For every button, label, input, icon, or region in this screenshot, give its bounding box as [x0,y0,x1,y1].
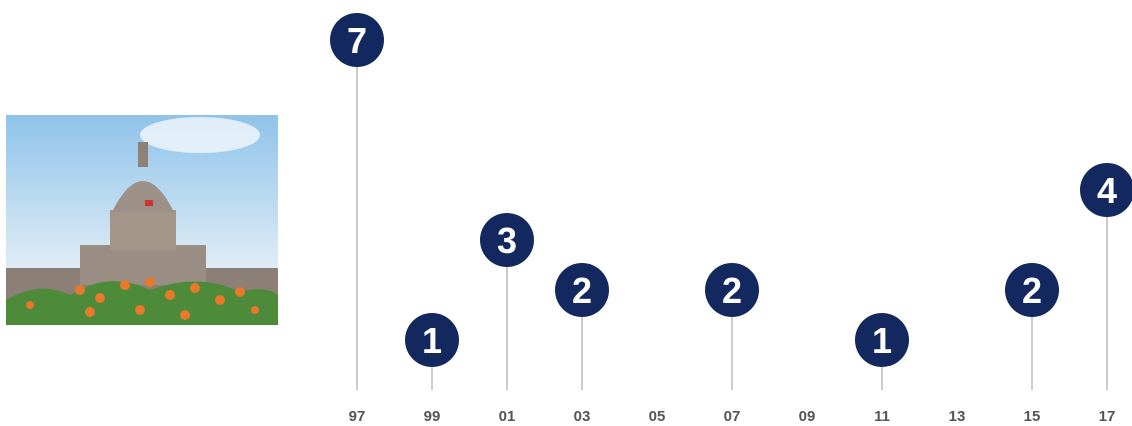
x-tick-label: 11 [874,408,890,425]
x-tick-label: 17 [1099,408,1116,425]
value-label: 2 [1022,270,1042,311]
dot [405,313,459,367]
x-tick-label: 03 [574,408,591,425]
x-tick-label: 97 [349,408,366,425]
dot [855,313,909,367]
value-label: 1 [422,320,442,361]
x-tick-label: 13 [949,408,966,425]
value-label: 2 [572,270,592,311]
value-label: 2 [722,270,742,311]
value-label: 1 [872,320,892,361]
dot [480,213,534,267]
dot [1005,263,1059,317]
value-label: 4 [1097,170,1117,211]
photo [6,115,278,325]
x-tick-label: 09 [799,408,816,425]
x-tick-label: 99 [424,408,441,425]
x-tick-label: 15 [1024,408,1041,425]
value-label: 7 [347,20,367,61]
value-label: 3 [497,220,517,261]
dot [330,13,384,67]
dot [555,263,609,317]
x-tick-label: 07 [724,408,741,425]
dot [705,263,759,317]
x-tick-label: 05 [649,408,666,425]
dot [1080,163,1132,217]
x-tick-label: 01 [499,408,516,425]
